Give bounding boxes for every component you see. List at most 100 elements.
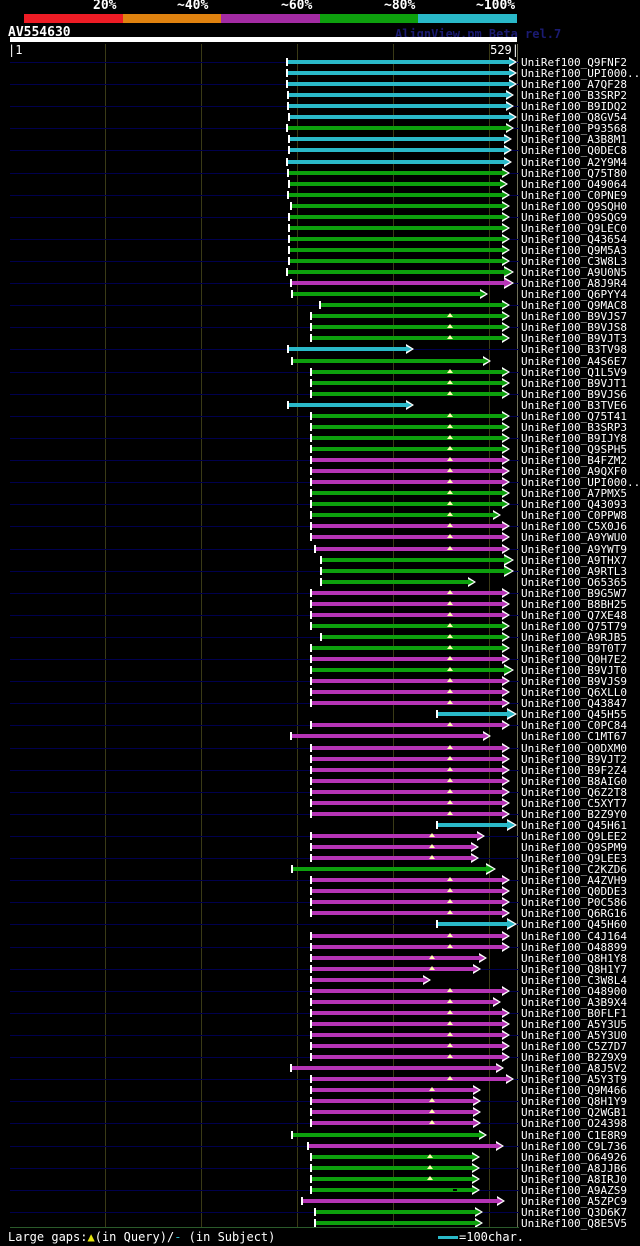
alignment-bar[interactable]	[312, 469, 504, 473]
hit-label[interactable]: UniRef100_C5X0J6	[521, 520, 627, 533]
alignment-bar[interactable]	[289, 403, 408, 407]
hit-label[interactable]: UniRef100_Q43654	[521, 233, 627, 246]
hit-label[interactable]: UniRef100_B3TV98	[521, 343, 627, 356]
alignment-bar[interactable]	[321, 303, 504, 307]
hit-label[interactable]: UniRef100_B9T0T7	[521, 642, 627, 655]
hit-label[interactable]: UniRef100_O48900	[521, 985, 627, 998]
hit-label[interactable]: UniRef100_Q3D6K7	[521, 1206, 627, 1219]
alignment-bar[interactable]	[312, 978, 425, 982]
hit-label[interactable]: UniRef100_B9VJS6	[521, 388, 627, 401]
hit-label[interactable]: UniRef100_Q9FNF2	[521, 56, 627, 69]
alignment-bar[interactable]	[312, 1155, 474, 1159]
hit-label[interactable]: UniRef100_Q9SPM9	[521, 841, 627, 854]
alignment-bar[interactable]	[312, 480, 504, 484]
hit-label[interactable]: UniRef100_P0C586	[521, 896, 627, 909]
hit-label[interactable]: UniRef100_B4FZM2	[521, 454, 627, 467]
alignment-bar[interactable]	[288, 270, 506, 274]
alignment-bar[interactable]	[290, 148, 506, 152]
alignment-bar[interactable]	[290, 226, 504, 230]
alignment-bar[interactable]	[312, 524, 504, 528]
alignment-bar[interactable]	[289, 93, 508, 97]
hit-label[interactable]: UniRef100_Q0DEC8	[521, 144, 627, 157]
hit-label[interactable]: UniRef100_A8J9R4	[521, 277, 627, 290]
alignment-bar[interactable]	[312, 657, 504, 661]
hit-label[interactable]: UniRef100_A9QXF0	[521, 465, 627, 478]
hit-label[interactable]: UniRef100_Q9M466	[521, 1084, 627, 1097]
hit-label[interactable]: UniRef100_Q7XE48	[521, 609, 627, 622]
alignment-bar[interactable]	[312, 1121, 475, 1125]
alignment-bar[interactable]	[312, 414, 504, 418]
alignment-bar[interactable]	[290, 215, 504, 219]
alignment-bar[interactable]	[312, 491, 504, 495]
alignment-bar[interactable]	[312, 757, 504, 761]
alignment-bar[interactable]	[293, 292, 482, 296]
alignment-bar[interactable]	[292, 204, 504, 208]
hit-label[interactable]: UniRef100_B8AIG0	[521, 775, 627, 788]
alignment-bar[interactable]	[322, 569, 506, 573]
alignment-bar[interactable]	[303, 1199, 499, 1203]
alignment-bar[interactable]	[290, 182, 502, 186]
alignment-bar[interactable]	[289, 193, 504, 197]
alignment-bar[interactable]	[312, 535, 504, 539]
hit-label[interactable]: UniRef100_C5XYT7	[521, 797, 627, 810]
alignment-bar[interactable]	[312, 1110, 475, 1114]
alignment-bar[interactable]	[312, 945, 504, 949]
hit-label[interactable]: UniRef100_B9IDQ2	[521, 100, 627, 113]
hit-label[interactable]: UniRef100_B3TVE6	[521, 399, 627, 412]
alignment-bar[interactable]	[290, 237, 504, 241]
hit-label[interactable]: UniRef100_C3W8L3	[521, 255, 627, 268]
hit-label[interactable]: UniRef100_C0PNE9	[521, 189, 627, 202]
hit-label[interactable]: UniRef100_Q43847	[521, 697, 627, 710]
hit-label[interactable]: UniRef100_Q0DDE3	[521, 885, 627, 898]
hit-label[interactable]: UniRef100_B9G5W7	[521, 587, 627, 600]
alignment-bar[interactable]	[312, 314, 504, 318]
hit-label[interactable]: UniRef100_Q6XLL0	[521, 686, 627, 699]
hit-label[interactable]: UniRef100_A3B8M1	[521, 133, 627, 146]
alignment-bar[interactable]	[312, 790, 504, 794]
hit-label[interactable]: UniRef100_C5Z7D7	[521, 1040, 627, 1053]
alignment-bar[interactable]	[293, 1133, 481, 1137]
alignment-bar[interactable]	[312, 967, 475, 971]
hit-label[interactable]: UniRef100_Q2WGB1	[521, 1106, 627, 1119]
alignment-bar[interactable]	[312, 1011, 504, 1015]
alignment-bar[interactable]	[290, 115, 511, 119]
hit-label[interactable]: UniRef100_A5Y3U0	[521, 1029, 627, 1042]
hit-label[interactable]: UniRef100_Q0DXM0	[521, 742, 627, 755]
alignment-bar[interactable]	[312, 934, 504, 938]
alignment-bar[interactable]	[312, 513, 495, 517]
alignment-bar[interactable]	[312, 602, 504, 606]
hit-label[interactable]: UniRef100_A9AZS9	[521, 1184, 627, 1197]
hit-label[interactable]: UniRef100_A9YWT9	[521, 543, 627, 556]
alignment-bar[interactable]	[312, 591, 504, 595]
alignment-bar[interactable]	[293, 867, 488, 871]
alignment-bar[interactable]	[312, 1055, 504, 1059]
alignment-bar[interactable]	[312, 325, 504, 329]
alignment-bar[interactable]	[316, 1221, 477, 1225]
alignment-bar[interactable]	[438, 922, 509, 926]
alignment-bar[interactable]	[438, 823, 509, 827]
hit-label[interactable]: UniRef100_O49064	[521, 178, 627, 191]
hit-label[interactable]: UniRef100_B9VJT0	[521, 664, 627, 677]
hit-label[interactable]: UniRef100_Q43093	[521, 498, 627, 511]
hit-label[interactable]: UniRef100_Q6PYY4	[521, 288, 627, 301]
hit-label[interactable]: UniRef100_P93568	[521, 122, 627, 135]
hit-label[interactable]: UniRef100_A9THX7	[521, 554, 627, 567]
alignment-bar[interactable]	[288, 82, 511, 86]
alignment-bar[interactable]	[312, 801, 504, 805]
hit-label[interactable]: UniRef100_B9VJT2	[521, 753, 627, 766]
alignment-bar[interactable]	[312, 812, 504, 816]
hit-label[interactable]: UniRef100_Q45H61	[521, 819, 627, 832]
hit-label[interactable]: UniRef100_B9IJY8	[521, 432, 627, 445]
hit-label[interactable]: UniRef100_O48899	[521, 941, 627, 954]
alignment-bar[interactable]	[312, 856, 473, 860]
hit-label[interactable]: UniRef100_Q45H60	[521, 918, 627, 931]
alignment-bar[interactable]	[312, 900, 504, 904]
alignment-bar[interactable]	[312, 392, 504, 396]
alignment-bar[interactable]	[312, 989, 504, 993]
hit-label[interactable]: UniRef100_O64926	[521, 1151, 627, 1164]
alignment-bar[interactable]	[288, 71, 511, 75]
hit-label[interactable]: UniRef100_O24398	[521, 1117, 627, 1130]
alignment-bar[interactable]	[312, 1022, 504, 1026]
alignment-bar[interactable]	[312, 1044, 504, 1048]
alignment-bar[interactable]	[312, 502, 504, 506]
